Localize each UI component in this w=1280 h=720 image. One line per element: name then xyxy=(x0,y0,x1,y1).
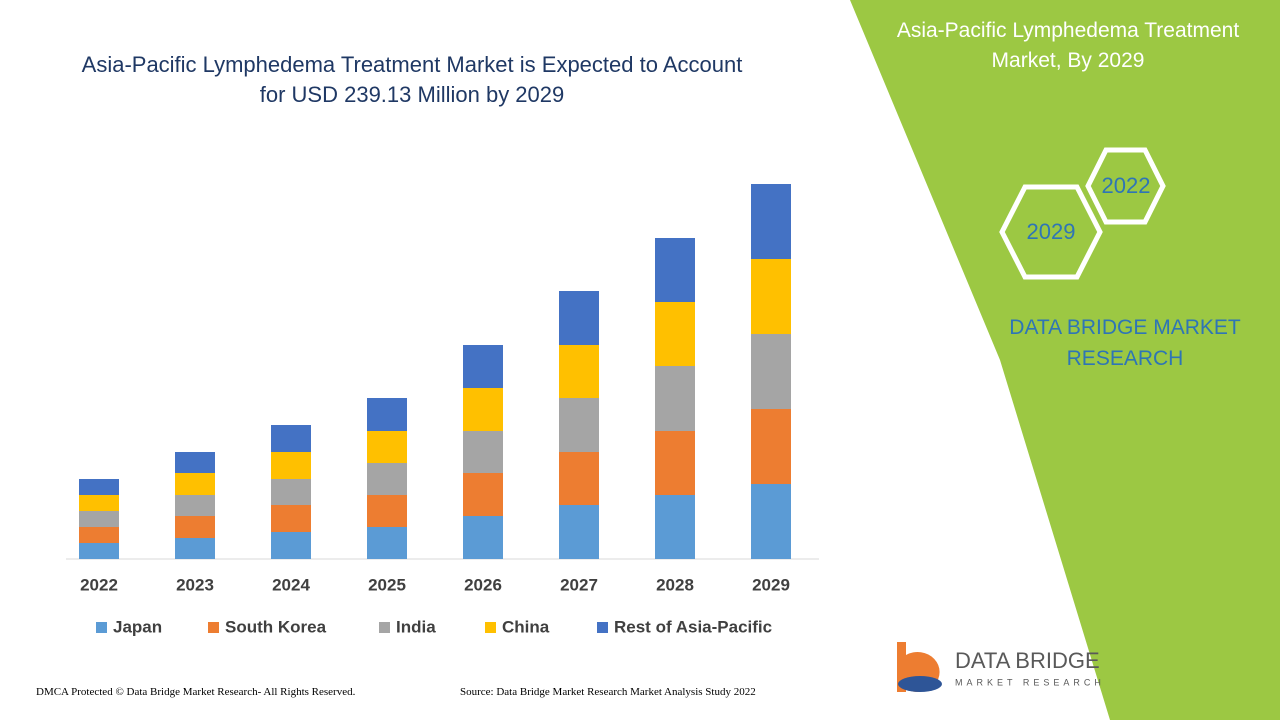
legend-label: India xyxy=(396,617,436,636)
bar-segment xyxy=(655,302,695,366)
bar-segment xyxy=(559,452,599,505)
bar-segment xyxy=(463,431,503,473)
bar-segment xyxy=(79,495,119,511)
bar-segment xyxy=(655,495,695,559)
x-tick-label: 2029 xyxy=(752,575,790,594)
logo-name: DATA BRIDGE xyxy=(955,648,1100,673)
bar-segment xyxy=(751,409,791,484)
bar-segment xyxy=(463,516,503,559)
bar-segment xyxy=(175,516,215,538)
bar-segment xyxy=(175,495,215,516)
chart-title: Asia-Pacific Lymphedema Treatment Market… xyxy=(81,52,743,107)
bar-segment xyxy=(367,398,407,431)
bar-segment xyxy=(271,452,311,479)
bar-segment xyxy=(751,484,791,559)
hexagon-label: 2022 xyxy=(1102,173,1151,198)
hexagon-label: 2029 xyxy=(1027,219,1076,244)
brand: DATA BRIDGE MARKET RESEARCH xyxy=(1009,316,1241,370)
hexagon xyxy=(1085,147,1166,225)
bar-segment xyxy=(751,334,791,409)
bar-segment xyxy=(463,345,503,388)
x-tick-label: 2026 xyxy=(464,575,502,594)
legend-swatch xyxy=(597,622,608,633)
bar-segment xyxy=(175,538,215,559)
legend-swatch xyxy=(96,622,107,633)
bar-segment xyxy=(271,479,311,505)
x-tick-label: 2027 xyxy=(560,575,598,594)
bar-segment xyxy=(751,184,791,259)
footer-left: DMCA Protected © Data Bridge Market Rese… xyxy=(36,686,356,698)
bar-segment xyxy=(559,345,599,398)
bar-segment xyxy=(271,532,311,559)
side-panel-bg xyxy=(850,0,1280,720)
bar-segment xyxy=(655,366,695,431)
bar-segment xyxy=(367,527,407,559)
x-tick-label: 2022 xyxy=(80,575,118,594)
logo-tagline: MARKET RESEARCH xyxy=(955,677,1105,687)
bar-segment xyxy=(463,388,503,431)
legend-label: Rest of Asia-Pacific xyxy=(614,617,772,636)
legend-label: South Korea xyxy=(225,617,327,636)
bar-segment xyxy=(367,463,407,495)
bar-segment xyxy=(367,495,407,527)
bar-segment xyxy=(751,259,791,334)
bar-segment xyxy=(271,425,311,452)
legend-label: China xyxy=(502,617,550,636)
legend-swatch xyxy=(208,622,219,633)
bar-segment xyxy=(271,505,311,532)
bar-segment xyxy=(655,431,695,495)
bar-segment xyxy=(655,238,695,302)
bar-segment xyxy=(559,398,599,452)
hexagon xyxy=(999,184,1103,280)
logo-mark xyxy=(897,642,942,692)
bar-segment xyxy=(79,511,119,527)
bar-segment xyxy=(175,473,215,495)
footer-right: Source: Data Bridge Market Research Mark… xyxy=(460,686,756,698)
bar-segment xyxy=(463,473,503,516)
bar-segment xyxy=(79,527,119,543)
bar-segment xyxy=(559,291,599,345)
bar-segment xyxy=(175,452,215,473)
x-tick-label: 2024 xyxy=(272,575,310,594)
bar-segment xyxy=(367,431,407,463)
legend-swatch xyxy=(485,622,496,633)
x-tick-label: 2028 xyxy=(656,575,694,594)
x-tick-label: 2023 xyxy=(176,575,214,594)
bar-segment xyxy=(79,479,119,495)
bar-segment xyxy=(559,505,599,559)
side-title: Asia-Pacific Lymphedema Treatment Market… xyxy=(896,19,1240,72)
bar-segment xyxy=(79,543,119,559)
legend-swatch xyxy=(379,622,390,633)
x-tick-label: 2025 xyxy=(368,575,406,594)
legend-label: Japan xyxy=(113,617,162,636)
